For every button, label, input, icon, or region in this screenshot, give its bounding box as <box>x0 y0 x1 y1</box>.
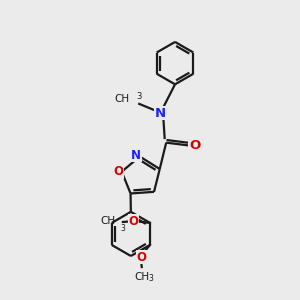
Text: 3: 3 <box>136 92 142 101</box>
Text: CH: CH <box>100 216 115 226</box>
Text: O: O <box>113 165 123 178</box>
Text: CH: CH <box>134 272 149 282</box>
Text: O: O <box>129 215 139 228</box>
Text: O: O <box>136 251 146 264</box>
Text: 3: 3 <box>120 224 125 233</box>
Text: O: O <box>189 139 200 152</box>
Text: CH: CH <box>114 94 129 104</box>
Text: N: N <box>131 148 141 162</box>
Text: 3: 3 <box>148 274 153 283</box>
Text: N: N <box>155 107 166 120</box>
